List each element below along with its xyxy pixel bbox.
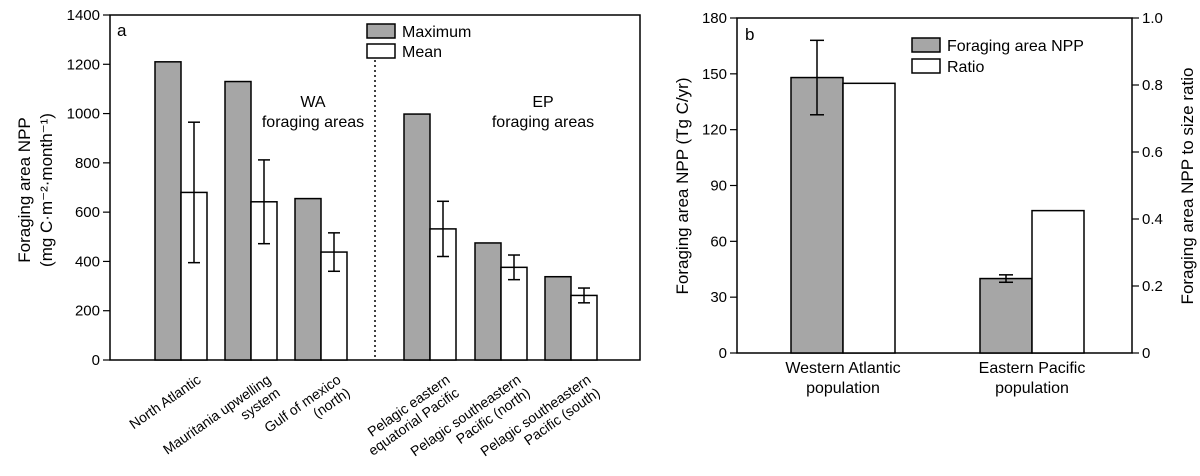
category-label-b-0-line-1: population — [806, 380, 880, 397]
legend-swatch-b-1 — [911, 58, 941, 74]
y-tick-label-b-left-6: 180 — [702, 10, 727, 27]
y-tick-label-a-1: 200 — [75, 303, 100, 320]
y-tick-label-b-left-0: 0 — [719, 345, 727, 362]
bar-ratio-0 — [842, 82, 896, 354]
y-tick-label-b-right-1: 0.2 — [1142, 278, 1163, 295]
legend-b: Foraging area NPP Ratio — [911, 37, 1084, 76]
y-axis-label-a-line1: Foraging area NPP — [15, 117, 34, 263]
y-tick-label-b-right-4: 0.8 — [1142, 77, 1163, 94]
category-label-b-1-line-1: population — [995, 380, 1069, 397]
bar-mean-4 — [500, 266, 528, 361]
bar-maximum-0 — [154, 61, 182, 361]
legend-label-a-1: Mean — [402, 44, 442, 61]
category-label-a-2: Gulf of mexico(north) — [261, 371, 353, 436]
bar-mean-5 — [570, 294, 598, 361]
y-axis-label-b-left: Foraging area NPP (Tg C/yr) — [673, 78, 692, 295]
y-tick-label-b-left-2: 60 — [710, 233, 727, 250]
y-tick-label-b-left-3: 90 — [710, 178, 727, 195]
category-label-b-0-line-0: Western Atlantic — [785, 360, 900, 377]
legend-label-a-0: Maximum — [402, 24, 471, 41]
y-tick-label-a-2: 400 — [75, 253, 100, 270]
y-tick-label-b-left-5: 150 — [702, 66, 727, 83]
y-axis-label-a-line2: (mg C·m⁻²·month⁻¹) — [37, 113, 56, 267]
plot-frame-a — [109, 14, 641, 361]
y-axis-label-b-right: Foraging area NPP to size ratio — [1178, 68, 1197, 305]
bar-maximum-4 — [474, 242, 502, 361]
bar-maximum-2 — [294, 197, 322, 361]
panel-label-a: a — [117, 21, 127, 40]
group-label-0-line-0: WA — [300, 94, 326, 111]
y-tick-label-a-6: 1200 — [67, 56, 100, 73]
y-tick-label-b-right-0: 0 — [1142, 345, 1150, 362]
bar-maximum-5 — [544, 275, 572, 361]
group-label-1-line-0: EP — [532, 94, 553, 111]
y-tick-label-a-3: 600 — [75, 204, 100, 221]
legend-label-b-0: Foraging area NPP — [947, 38, 1084, 55]
y-tick-label-b-right-5: 1.0 — [1142, 10, 1163, 27]
y-tick-label-a-4: 800 — [75, 155, 100, 172]
legend-swatch-a-1 — [366, 43, 396, 59]
panel-label-b: b — [745, 25, 754, 44]
legend-swatch-b-0 — [911, 37, 941, 53]
chart-panel-b: b 0 30 60 90 120 150 180 0 0.2 0.4 0.6 0.8 1.0 West… — [673, 10, 1197, 397]
legend-swatch-a-0 — [366, 23, 396, 39]
group-label-0-line-1: foraging areas — [262, 114, 364, 131]
bar-maximum-1 — [224, 80, 252, 361]
y-tick-label-b-left-4: 120 — [702, 122, 727, 139]
y-tick-label-a-0: 0 — [92, 352, 100, 369]
y-tick-label-b-left-1: 30 — [710, 289, 727, 306]
group-label-1-line-1: foraging areas — [492, 114, 594, 131]
y-tick-label-a-7: 1400 — [67, 7, 100, 24]
bar-foraging-npp-0 — [790, 76, 844, 354]
bar-ratio-1 — [1031, 209, 1085, 354]
bar-foraging-npp-1 — [979, 277, 1033, 354]
y-tick-label-a-5: 1000 — [67, 106, 100, 123]
legend-label-b-1: Ratio — [947, 59, 984, 76]
legend-a: Maximum Mean — [366, 23, 471, 61]
y-tick-label-b-right-3: 0.6 — [1142, 144, 1163, 161]
bar-maximum-3 — [403, 113, 431, 361]
category-label-b-1-line-0: Eastern Pacific — [979, 360, 1086, 377]
y-tick-label-b-right-2: 0.4 — [1142, 211, 1163, 228]
